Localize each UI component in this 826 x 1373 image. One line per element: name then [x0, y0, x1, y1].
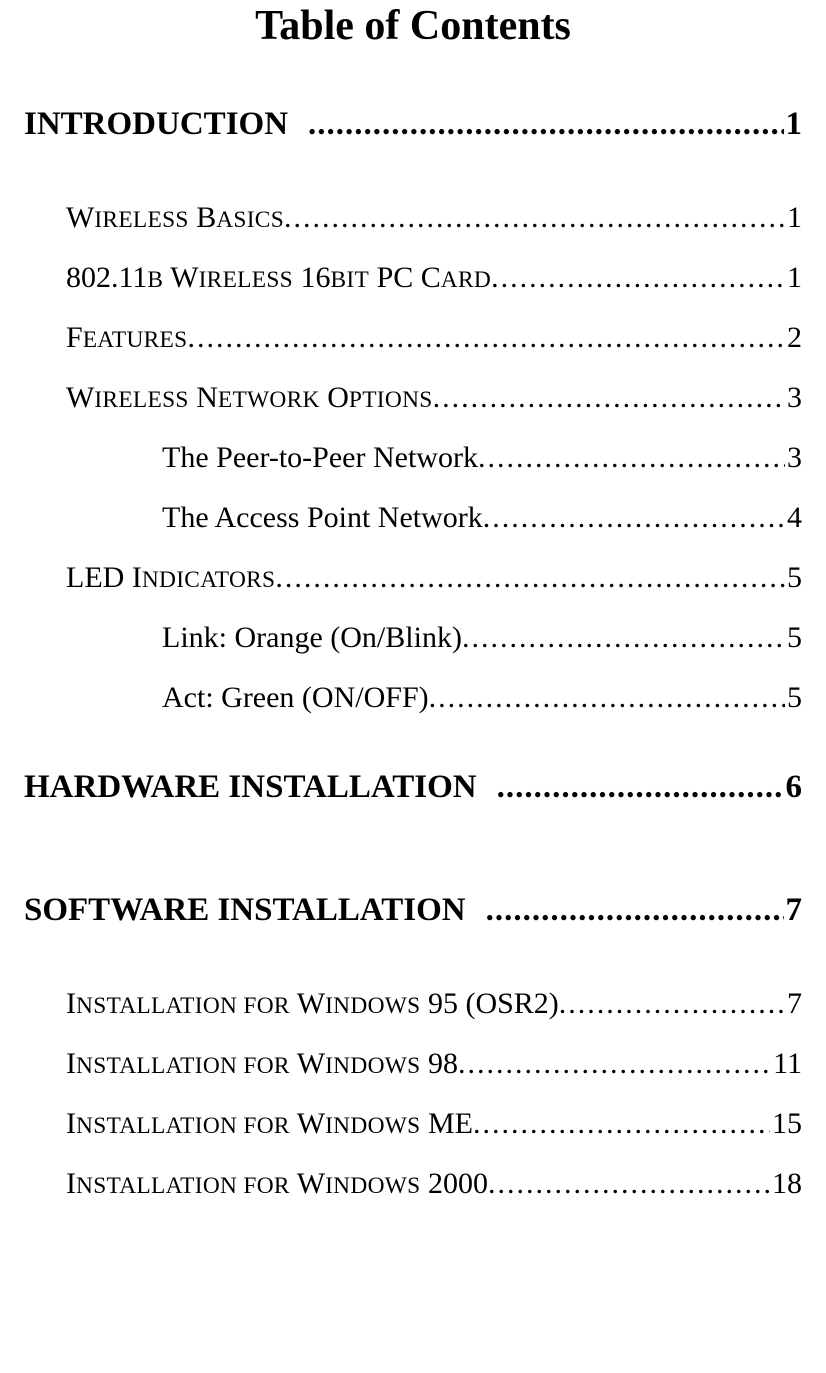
- toc-leader: [559, 989, 785, 1019]
- toc-page-number: 3: [785, 383, 802, 413]
- toc-leader: [483, 503, 785, 533]
- toc-page-number: 2: [785, 323, 802, 353]
- toc-leader: [473, 1109, 770, 1139]
- toc-entry-80211b: 802.11b Wireless 16bit PC Card 1: [24, 263, 802, 293]
- toc-label: SOFTWARE INSTALLATION: [24, 894, 486, 927]
- toc-page-number: 11: [771, 1049, 802, 1079]
- spacer: [24, 866, 802, 894]
- toc-page-number: 1: [784, 108, 803, 141]
- toc-label: INTRODUCTION: [24, 108, 308, 141]
- toc-leader: [429, 683, 785, 713]
- toc-page-number: 1: [785, 263, 802, 293]
- toc-page-number: 5: [785, 563, 802, 593]
- toc-leader: [275, 563, 785, 593]
- toc-entry-introduction: INTRODUCTION 1: [24, 108, 802, 141]
- toc-label: Link: Orange (On/Blink): [162, 623, 462, 653]
- toc-label: Installation for Windows 2000: [66, 1169, 488, 1199]
- toc-page-number: 7: [785, 989, 802, 1019]
- toc-leader: [187, 323, 785, 353]
- spacer: [24, 804, 802, 866]
- toc-label: Installation for Windows 95 (OSR2): [66, 989, 559, 1019]
- toc-entry-wireless-network-options: Wireless Network Options 3: [24, 383, 802, 413]
- toc-entry-peer-to-peer: The Peer-to-Peer Network 3: [24, 443, 802, 473]
- toc-entry-install-winme: Installation for Windows ME 15: [24, 1109, 802, 1139]
- toc-label: HARDWARE INSTALLATION: [24, 771, 497, 804]
- toc-entry-link-orange: Link: Orange (On/Blink) 5: [24, 623, 802, 653]
- toc-leader: [486, 894, 784, 927]
- spacer: [24, 743, 802, 771]
- toc-page-number: 4: [785, 503, 802, 533]
- toc-leader: [491, 263, 785, 293]
- toc-page: Table of Contents INTRODUCTION 1 Wireles…: [0, 2, 826, 1199]
- toc-label: Wireless Basics: [66, 203, 284, 233]
- page-title: Table of Contents: [24, 2, 802, 50]
- toc-page-number: 1: [785, 203, 802, 233]
- toc-entry-install-win98: Installation for Windows 98 11: [24, 1049, 802, 1079]
- toc-label: The Peer-to-Peer Network: [162, 443, 478, 473]
- toc-entry-wireless-basics: Wireless Basics 1: [24, 203, 802, 233]
- toc-leader: [488, 1169, 770, 1199]
- toc-entry-install-win95: Installation for Windows 95 (OSR2) 7: [24, 989, 802, 1019]
- toc-entry-install-win2000: Installation for Windows 2000 18: [24, 1169, 802, 1199]
- toc-entry-led-indicators: LED Indicators 5: [24, 563, 802, 593]
- toc-label: The Access Point Network: [162, 503, 483, 533]
- toc-label: 802.11b Wireless 16bit PC Card: [66, 263, 491, 293]
- toc-page-number: 15: [770, 1109, 802, 1139]
- toc-leader: [462, 623, 785, 653]
- toc-leader: [284, 203, 785, 233]
- toc-entry-hardware-installation: HARDWARE INSTALLATION 6: [24, 771, 802, 804]
- toc-label: Installation for Windows 98: [66, 1049, 458, 1079]
- toc-entry-access-point: The Access Point Network 4: [24, 503, 802, 533]
- toc-label: LED Indicators: [66, 563, 275, 593]
- toc-page-number: 6: [784, 771, 803, 804]
- toc-leader: [497, 771, 784, 804]
- toc-leader: [478, 443, 785, 473]
- toc-page-number: 5: [785, 683, 802, 713]
- toc-page-number: 5: [785, 623, 802, 653]
- toc-entry-features: Features 2: [24, 323, 802, 353]
- toc-label: Installation for Windows ME: [66, 1109, 473, 1139]
- toc-page-number: 3: [785, 443, 802, 473]
- toc-entry-software-installation: SOFTWARE INSTALLATION 7: [24, 894, 802, 927]
- toc-entry-act-green: Act: Green (ON/OFF) 5: [24, 683, 802, 713]
- toc-page-number: 18: [770, 1169, 802, 1199]
- toc-page-number: 7: [784, 894, 803, 927]
- toc-leader: [458, 1049, 771, 1079]
- toc-label: Features: [66, 323, 187, 353]
- toc-label: Wireless Network Options: [66, 383, 433, 413]
- toc-leader: [433, 383, 785, 413]
- toc-label: Act: Green (ON/OFF): [162, 683, 429, 713]
- toc-leader: [308, 108, 783, 141]
